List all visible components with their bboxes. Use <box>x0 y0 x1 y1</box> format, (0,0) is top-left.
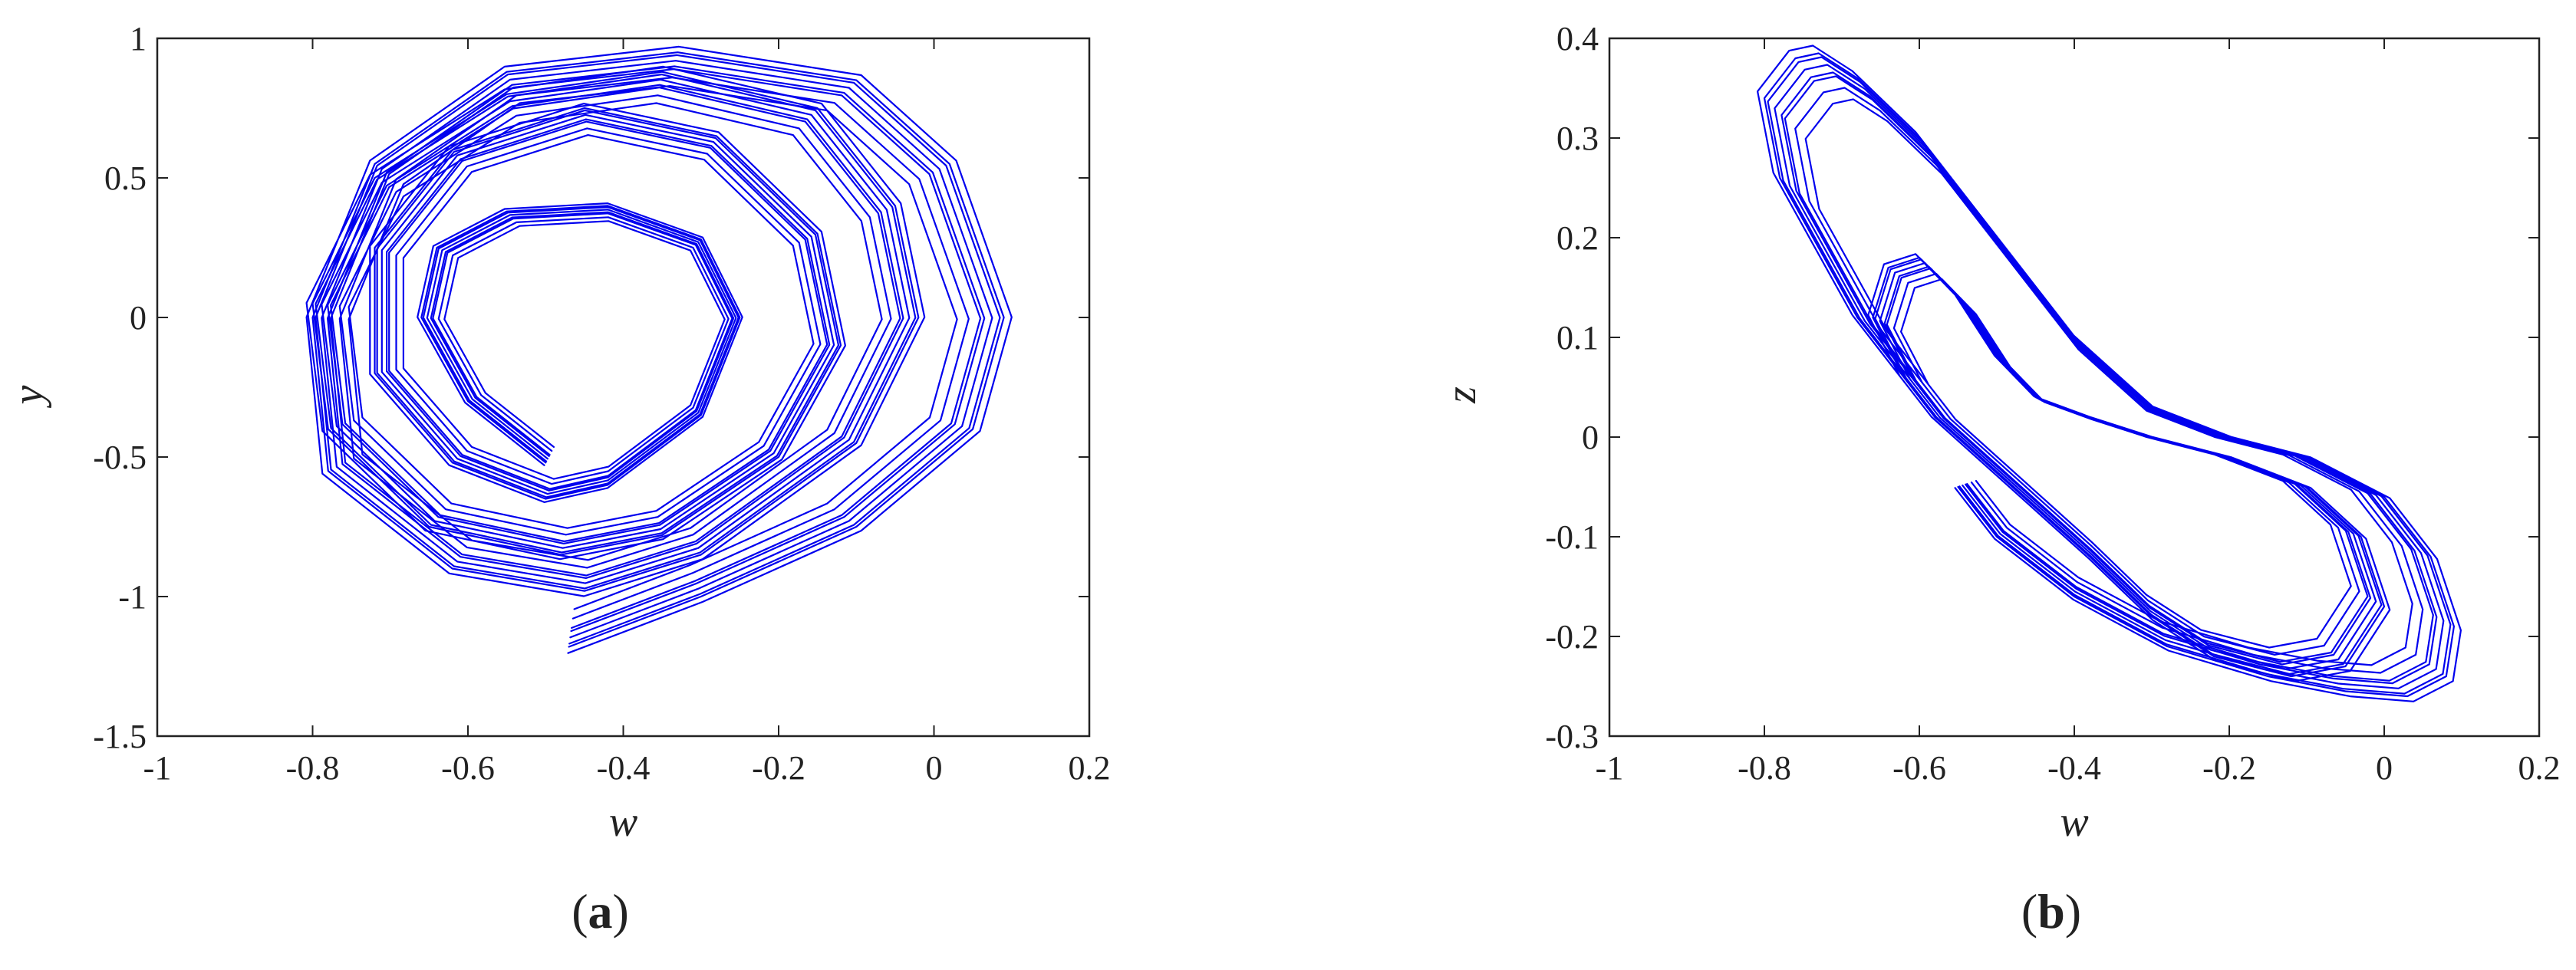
y-tick-label-a: -0.5 <box>93 439 147 476</box>
trajectory-line-b-8 <box>1767 56 2452 695</box>
trajectory-line-a-5 <box>305 45 1013 654</box>
panel-label-b: (b) <box>2021 884 2081 939</box>
x-tick-label-a: -0.6 <box>441 749 495 787</box>
x-tick-label-b: -0.6 <box>1892 749 1946 787</box>
y-tick-label-a: 0 <box>130 299 147 337</box>
x-tick-label-a: -0.8 <box>286 749 340 787</box>
panel-tag-a: a <box>588 884 613 939</box>
trajectory-line-b-4 <box>1794 87 2424 674</box>
y-tick-label-b: -0.2 <box>1545 618 1599 656</box>
y-axis-label-b: z <box>1438 386 1485 404</box>
plot-frame-b <box>1608 37 2541 738</box>
trajectory-line-a-8 <box>315 54 1001 645</box>
x-tick-label-b: 0 <box>2376 749 2393 787</box>
y-axis-ticks-a: -1.5 -1 -0.5 0 0.5 1 <box>93 20 1089 755</box>
y-axis-ticks-b: -0.3 -0.2 -0.1 0 0.1 0.2 0.3 0.4 <box>1545 20 2539 755</box>
trajectory-line-b-3 <box>1784 75 2434 682</box>
y-axis-label-a: y <box>5 385 52 408</box>
chart-panel-a: -1 -0.8 -0.6 -0.4 -0.2 0 0.2 -1.5-1-0.500.51 w… <box>5 20 1111 939</box>
x-tick-label-b: -0.8 <box>1738 749 1791 787</box>
trajectory-line-a-4 <box>338 77 970 620</box>
y-tick-label-a: -1 <box>118 578 147 616</box>
x-tick-label-b: 0.2 <box>2518 749 2561 787</box>
y-tick-label-a: 0.5 <box>104 159 147 197</box>
x-axis-label-a: w <box>609 798 637 846</box>
trajectory-line-a-1 <box>311 51 1005 648</box>
trajectory-a <box>305 45 1013 654</box>
y-tick-label-b: 0.2 <box>1556 219 1599 257</box>
trajectory-b <box>1757 44 2462 702</box>
x-axis-ticks-a: -1 -0.8 -0.6 -0.4 -0.2 0 0.2 <box>143 38 1111 787</box>
panel-label-a: (a) <box>572 884 629 939</box>
x-tick-label-b: -0.2 <box>2202 749 2256 787</box>
x-tick-label-a: -0.4 <box>597 749 651 787</box>
x-tick-label-a: 0.2 <box>1069 749 1111 787</box>
trajectory-line-a-7 <box>327 65 986 633</box>
trajectory-line-a-3 <box>330 68 982 629</box>
y-tick-label-b: -0.1 <box>1545 518 1599 556</box>
x-tick-label-a: -1 <box>143 749 172 787</box>
y-tick-label-b: 0.1 <box>1556 319 1599 357</box>
panel-tag-b: b <box>2037 884 2065 939</box>
y-tick-label-a: 1 <box>130 20 147 58</box>
y-tick-label-b: -0.3 <box>1545 718 1599 755</box>
x-axis-ticks-b: -1 -0.8 -0.6 -0.4 -0.2 0 0.2 <box>1596 38 2561 787</box>
trajectory-line-a-2 <box>321 60 993 639</box>
y-tick-label-b: 0.4 <box>1556 20 1599 58</box>
y-tick-label-b: 0 <box>1582 419 1599 456</box>
y-tick-label-b: 0.3 <box>1556 120 1599 157</box>
x-tick-label-a: 0 <box>926 749 943 787</box>
chart-panel-b: -1 -0.8 -0.6 -0.4 -0.2 0 0.2 -0.3 -0.2 -0.1 0 0.1 0… <box>1438 20 2561 939</box>
x-axis-label-b: w <box>2060 798 2088 846</box>
trajectory-line-b-6 <box>1804 98 2413 666</box>
x-tick-label-b: -0.4 <box>2047 749 2101 787</box>
y-tick-label-a: -1.5 <box>93 718 147 755</box>
x-tick-label-b: -1 <box>1596 749 1624 787</box>
x-tick-label-a: -0.2 <box>752 749 805 787</box>
